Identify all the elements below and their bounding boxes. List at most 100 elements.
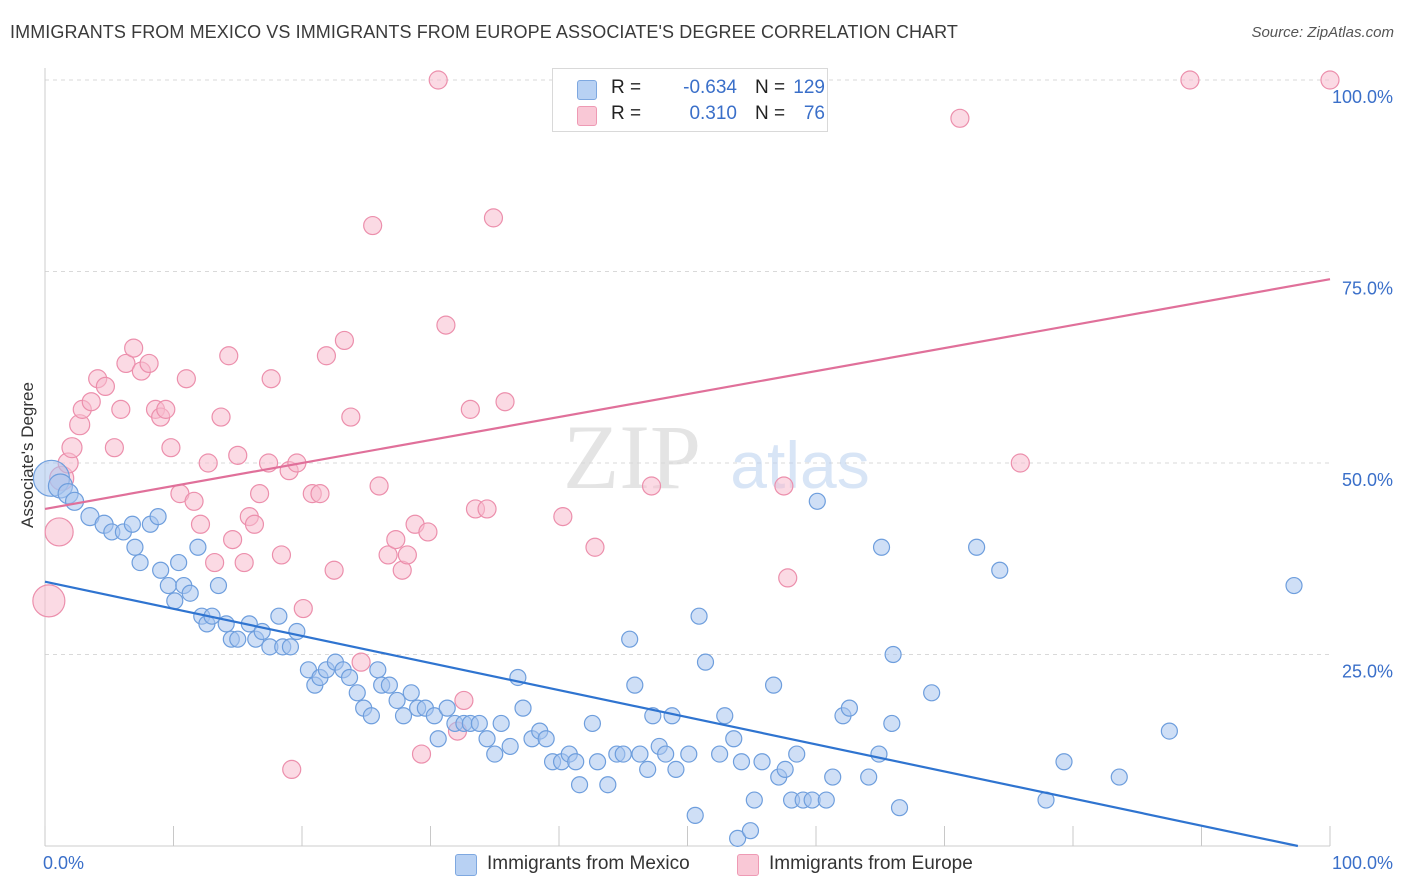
europe-point [585,537,605,557]
mexico-point [614,745,632,763]
bottom-legend-label-mexico: Immigrants from Mexico [487,853,690,874]
europe-point [176,369,196,389]
europe-point [774,476,794,496]
europe-point [124,338,144,358]
mexico-point [824,768,842,786]
mexico-point [583,714,602,733]
mexico-point [690,607,708,625]
mexico-point [817,791,835,809]
mexico-point [716,707,734,725]
europe-point [249,484,270,504]
y-tick-label: 25.0% [1342,662,1393,682]
mexico-point [131,553,149,572]
mexico-point [438,699,456,717]
europe-point [95,376,115,396]
legend-n-label: N = [755,103,786,124]
europe-point [950,108,970,128]
mexico-point [1110,768,1128,786]
europe-point [190,514,211,534]
europe-point [271,545,292,565]
trend-line-mexico [44,580,1299,848]
correlation-legend: R = -0.634 N = 129 R = 0.310 N = 76 [552,68,828,132]
mexico-point [745,791,763,809]
europe-point [1320,70,1340,90]
mexico-point [631,745,649,763]
mexico-point [514,699,532,717]
europe-point [261,369,281,389]
legend-n-value-europe: 76 [803,103,825,124]
mexico-point [741,822,760,840]
mexico-point [229,630,247,648]
legend-n-label: N = [755,77,786,98]
series-mexico-points [32,459,1303,847]
mexico-point [209,576,228,595]
europe-point [386,529,406,550]
watermark-zip: ZIP [563,406,701,508]
y-tick-label: 100.0% [1332,87,1393,107]
legend-r-value-europe: 0.310 [689,103,737,124]
mexico-point [621,630,639,648]
europe-point [495,392,515,412]
mexico-point [884,645,902,664]
mexico-point [680,745,698,763]
mexico-point [840,699,859,717]
mexico-point [123,515,141,533]
europe-point [161,438,181,458]
mexico-point [890,799,909,817]
europe-point [454,690,474,711]
europe-point [111,399,131,419]
mexico-point [348,684,366,702]
europe-point [61,437,83,459]
mexico-point [478,730,496,748]
x-tick-label: 100.0% [1332,853,1393,873]
europe-point [553,507,573,527]
mexico-point [470,714,488,733]
europe-point [116,353,136,374]
mexico-point [340,668,359,687]
mexico-point [159,576,177,595]
europe-point [378,545,398,565]
watermark-atlas: atlas [730,428,869,502]
y-tick-label: 75.0% [1342,279,1393,299]
europe-point [397,545,417,565]
europe-point [324,560,344,580]
mexico-point [657,745,675,763]
mexico-point [537,730,555,748]
europe-point [341,407,361,427]
mexico-point [501,737,519,756]
trend-lines [44,278,1331,848]
europe-point [316,346,337,366]
mexico-point [369,661,387,679]
europe-point [81,392,101,412]
mexico-point [567,753,585,771]
mexico-point [394,707,413,725]
europe-point [282,759,302,780]
axes [44,68,1331,847]
europe-point [244,514,265,534]
mexico-point [189,538,207,556]
mexico-point [686,806,704,824]
mexico-point [281,638,300,656]
mexico-point [764,676,783,694]
mexico-point [402,684,420,702]
europe-point [778,568,798,588]
europe-point [184,491,204,511]
mexico-point [170,553,188,572]
legend-swatch-mexico [577,80,597,100]
source-credit: Source: ZipAtlas.com [1251,24,1394,41]
europe-point [351,652,371,672]
europe-point [483,208,504,228]
x-tick-label: 0.0% [43,853,84,873]
bottom-legend-label-europe: Immigrants from Europe [769,853,973,874]
europe-point [44,517,74,547]
europe-point [641,476,662,496]
mexico-point [968,538,986,556]
legend-r-label: R = [611,77,642,98]
bottom-legend-swatch-europe [737,854,759,876]
europe-point [139,353,159,374]
mexico-point [753,753,771,771]
mexico-point [732,753,751,771]
y-tick-label: 50.0% [1342,470,1393,490]
legend-r-value-mexico: -0.634 [683,77,737,98]
europe-point [32,584,66,618]
